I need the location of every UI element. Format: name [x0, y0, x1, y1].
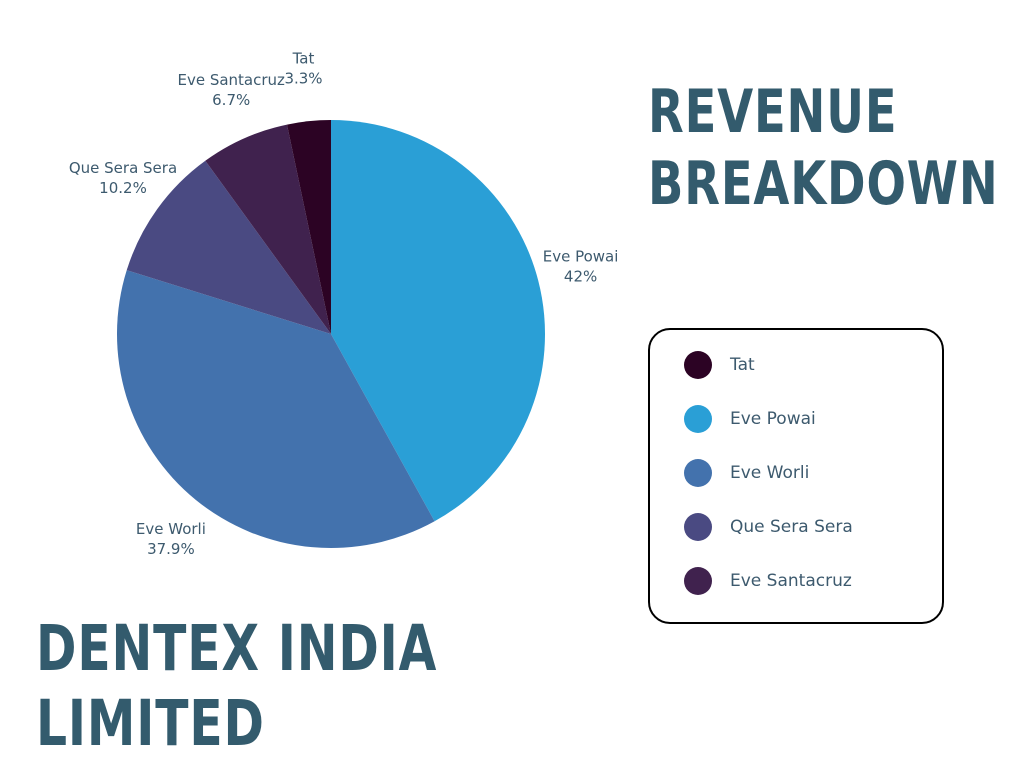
chart-title-line-2: Breakdown: [648, 149, 999, 219]
legend-swatch: [684, 405, 712, 433]
slice-label-tat: Tat 3.3%: [284, 49, 322, 87]
chart-title-line-1: Revenue: [648, 77, 898, 147]
slice-label-name: Eve Worli: [136, 520, 206, 538]
slice-label-name: Que Sera Sera: [69, 159, 177, 177]
pie-slice-eve-santacruz: [205, 124, 331, 334]
slice-label-name: Tat: [292, 49, 315, 67]
company-name: Dentex India Limited: [36, 617, 437, 767]
slice-label-eve-worli: Eve Worli 37.9%: [136, 520, 206, 558]
slice-label-value: 6.7%: [212, 91, 250, 109]
slice-label-value: 42%: [564, 268, 597, 286]
legend-swatch: [684, 459, 712, 487]
chart-legend: Tat Eve Powai Eve Worli Que Sera Sera Eve Sa…: [648, 328, 944, 624]
legend-swatch: [684, 351, 712, 379]
pie-slice-que-sera-sera: [126, 160, 332, 334]
slice-label-que-sera-sera: Que Sera Sera 10.2%: [69, 159, 177, 197]
company-name-line-2: Limited: [36, 687, 265, 760]
slice-label-value: 3.3%: [284, 69, 322, 87]
pie-slice-eve-powai: [331, 120, 546, 522]
legend-label: Que Sera Sera: [730, 517, 853, 537]
slice-label-eve-santacruz: Eve Santacruz 6.7%: [177, 71, 285, 109]
legend-item-eve-powai: Eve Powai: [684, 404, 816, 434]
slice-label-name: Eve Santacruz: [177, 71, 285, 89]
slice-label-value: 10.2%: [99, 179, 147, 197]
legend-label: Tat: [730, 355, 755, 375]
legend-swatch: [684, 567, 712, 595]
legend-label: Eve Worli: [730, 463, 810, 483]
slice-label-eve-powai: Eve Powai 42%: [543, 248, 619, 286]
legend-label: Eve Powai: [730, 409, 816, 429]
legend-item-tat: Tat: [684, 350, 755, 380]
legend-label: Eve Santacruz: [730, 571, 852, 591]
legend-swatch: [684, 513, 712, 541]
slice-label-value: 37.9%: [147, 540, 195, 558]
pie-slice-tat: [286, 120, 331, 334]
pie-slices: [116, 120, 546, 549]
pie-slice-labels: Eve Powai 42% Eve Worli 37.9% Que Sera Sera 1…: [69, 49, 619, 558]
pie-slice-eve-worli: [116, 270, 435, 549]
company-name-line-1: Dentex India: [36, 612, 438, 685]
chart-title: Revenue Breakdown: [648, 82, 999, 226]
slice-label-name: Eve Powai: [543, 248, 619, 266]
legend-item-que-sera-sera: Que Sera Sera: [684, 512, 853, 542]
legend-item-eve-santacruz: Eve Santacruz: [684, 566, 852, 596]
legend-item-eve-worli: Eve Worli: [684, 458, 809, 488]
